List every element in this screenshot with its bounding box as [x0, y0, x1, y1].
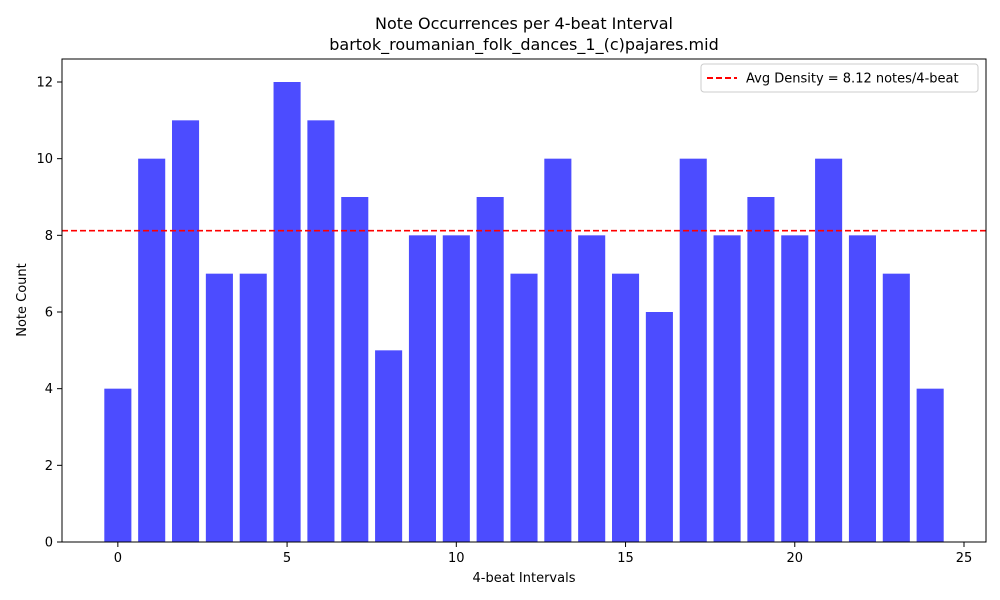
- x-tick-label: 20: [786, 551, 803, 566]
- y-tick-label: 10: [36, 152, 53, 167]
- bar-6: [307, 120, 335, 542]
- bar-22: [848, 235, 876, 543]
- bar-19: [747, 197, 775, 542]
- y-axis-ticks: 0 2 4 6 8 10 12: [36, 76, 62, 551]
- x-axis-ticks: 0 5 10 15 20 25: [114, 542, 973, 566]
- legend-box: [700, 63, 979, 93]
- x-tick-label: 10: [448, 551, 465, 566]
- plot-frame: [61, 58, 987, 543]
- bar-11: [476, 197, 504, 542]
- bar-12: [510, 273, 538, 542]
- bar-0: [104, 388, 132, 542]
- bar-21: [815, 158, 843, 542]
- x-tick-label: 25: [956, 551, 973, 566]
- bar-8: [375, 350, 403, 542]
- bar-9: [408, 235, 436, 543]
- bars-group: [104, 82, 944, 543]
- x-tick-label: 5: [283, 551, 291, 566]
- y-tick-label: 6: [45, 306, 53, 321]
- bar-15: [612, 273, 640, 542]
- bar-1: [138, 158, 166, 542]
- bar-24: [916, 388, 944, 542]
- chart-subtitle: bartok_roumanian_folk_dances_1_(c)pajare…: [329, 35, 719, 55]
- bar-17: [679, 158, 707, 542]
- bar-13: [544, 158, 572, 542]
- legend: Avg Density = 8.12 notes/4-beat: [700, 63, 979, 93]
- bar-10: [442, 235, 470, 543]
- bar-14: [578, 235, 606, 543]
- y-tick-label: 8: [45, 229, 53, 244]
- bar-3: [205, 273, 233, 542]
- bar-4: [239, 273, 267, 542]
- bar-23: [882, 273, 910, 542]
- x-tick-label: 0: [114, 551, 122, 566]
- chart-title: Note Occurrences per 4-beat Interval: [375, 14, 673, 33]
- y-tick-label: 2: [45, 459, 53, 474]
- bar-2: [172, 120, 200, 542]
- bar-16: [645, 312, 673, 542]
- bar-7: [341, 197, 369, 542]
- x-tick-label: 15: [617, 551, 634, 566]
- y-tick-label: 0: [45, 536, 53, 551]
- bar-5: [273, 82, 301, 542]
- y-axis-label: Note Count: [15, 263, 30, 337]
- bar-20: [781, 235, 809, 543]
- legend-label: Avg Density = 8.12 notes/4-beat: [746, 72, 959, 87]
- bar-18: [713, 235, 741, 543]
- x-axis-label: 4-beat Intervals: [473, 571, 576, 586]
- y-tick-label: 12: [36, 76, 53, 91]
- y-tick-label: 4: [45, 382, 53, 397]
